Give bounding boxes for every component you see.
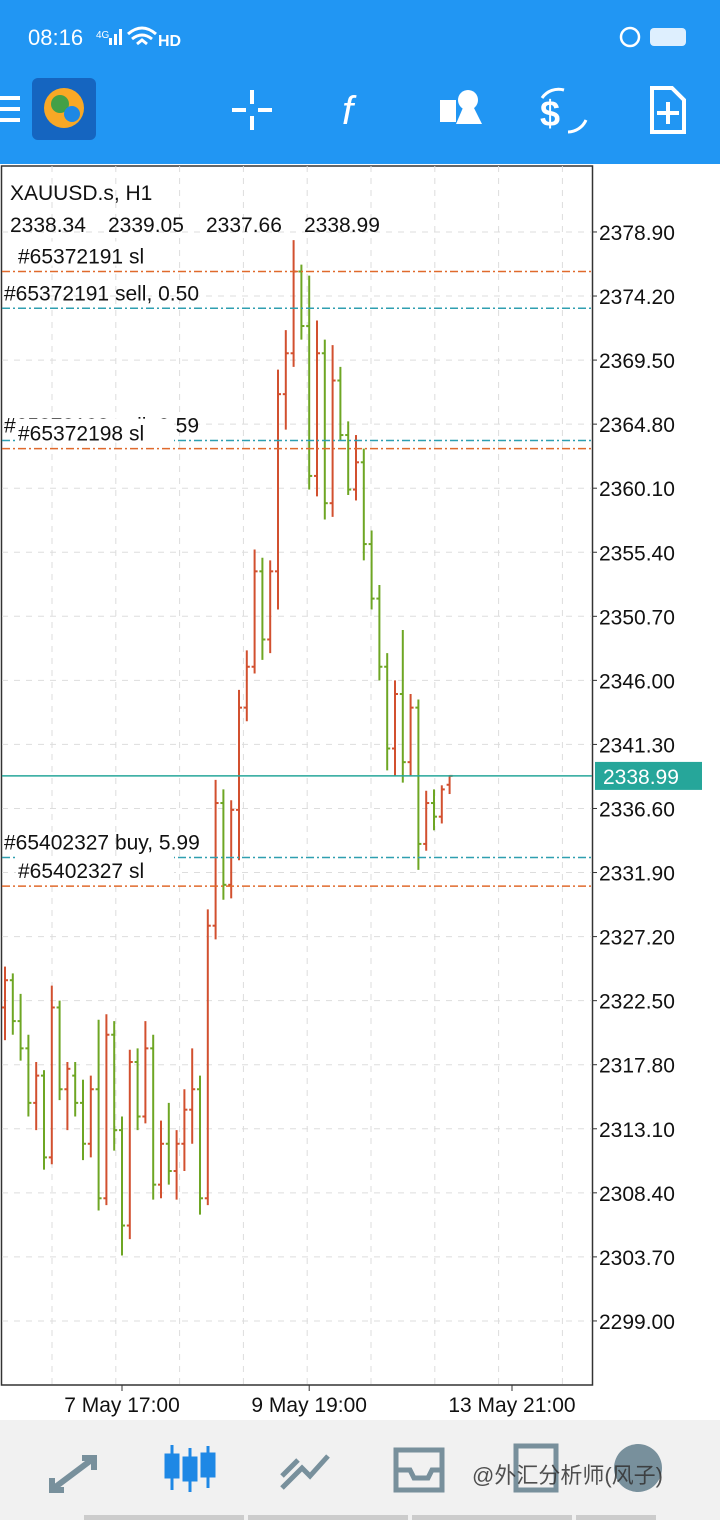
current-price-box xyxy=(595,761,702,790)
y-tick-label: 2317.80 xyxy=(599,1055,675,1078)
y-tick-label: 2336.60 xyxy=(599,798,675,821)
chart-title: XAUUSD.s, H1 xyxy=(10,182,152,205)
current-price-label: 2338.99 xyxy=(603,766,679,789)
x-tick-label: 9 May 19:00 xyxy=(251,1394,367,1417)
app-logo[interactable] xyxy=(32,78,96,140)
y-tick-label: 2360.10 xyxy=(599,478,675,501)
nav-trade[interactable] xyxy=(280,1454,330,1490)
objects-button[interactable] xyxy=(440,90,482,124)
order-label-bg xyxy=(16,856,174,881)
bottom-nav xyxy=(0,1420,720,1520)
ohlc-low: 2337.66 xyxy=(206,214,282,237)
x-tick-label: 13 May 21:00 xyxy=(448,1394,575,1417)
order-label: #65372191 sell, 0.50 xyxy=(4,282,199,305)
y-tick-label: 2369.50 xyxy=(599,350,675,373)
y-tick-label: 2378.90 xyxy=(599,222,675,245)
order-label: #65372191 sl xyxy=(18,245,144,268)
nav-indicator xyxy=(84,1515,656,1520)
y-tick-label: 2341.30 xyxy=(599,734,675,757)
crosshair-button[interactable] xyxy=(232,90,272,130)
y-tick-label: 2327.20 xyxy=(599,927,675,950)
status-network: 4G xyxy=(96,30,110,41)
y-tick-label: 2299.00 xyxy=(599,1311,675,1334)
y-tick-label: 2322.50 xyxy=(599,991,675,1014)
menu-button[interactable] xyxy=(0,96,20,122)
y-tick-label: 2303.70 xyxy=(599,1247,675,1270)
y-tick-label: 2350.70 xyxy=(599,606,675,629)
wifi-icon xyxy=(127,26,157,46)
status-hd: HD xyxy=(158,33,181,50)
nav-chart[interactable] xyxy=(164,1445,216,1492)
nav-messages[interactable] xyxy=(614,1444,662,1492)
nav-quotes[interactable] xyxy=(49,1455,97,1493)
ohlc-open: 2338.34 xyxy=(10,214,86,237)
new-order-button[interactable] xyxy=(650,86,686,134)
x-tick-label: 7 May 17:00 xyxy=(64,1394,180,1417)
trade-button[interactable]: $ xyxy=(540,93,560,134)
order-lines: #65372191 sl #65372191 sell, 0.50 #6537219… xyxy=(2,241,592,887)
trade-arrows xyxy=(540,87,588,134)
y-tick-label: 2331.90 xyxy=(599,863,675,886)
lock-icon xyxy=(619,26,641,48)
battery-icon xyxy=(650,28,686,46)
y-tick-label: 2364.80 xyxy=(599,414,675,437)
status-time: 08:16 xyxy=(28,25,83,50)
y-tick-label: 2308.40 xyxy=(599,1183,675,1206)
order-label-bg xyxy=(16,418,174,443)
y-tick-label: 2355.40 xyxy=(599,542,675,565)
ohlc-high: 2339.05 xyxy=(108,214,184,237)
ohlc-header: 2338.34 2339.05 2337.66 2338.99 xyxy=(10,214,380,237)
order-label-bg xyxy=(16,241,174,266)
order-label: #65372198 sl xyxy=(18,423,144,446)
app-header xyxy=(0,0,720,164)
order-label: #65402327 buy, 5.99 xyxy=(4,832,200,855)
y-tick-label: 2313.10 xyxy=(599,1119,675,1142)
nav-news[interactable] xyxy=(513,1443,559,1493)
y-tick-label: 2374.20 xyxy=(599,286,675,309)
watermark: @外汇分析师(风子) xyxy=(472,1463,663,1488)
y-tick-label: 2346.00 xyxy=(599,670,675,693)
signal-icon xyxy=(109,29,122,45)
ohlc-close: 2338.99 xyxy=(304,214,380,237)
nav-history[interactable] xyxy=(393,1447,445,1493)
bars xyxy=(2,240,453,1256)
order-label: #65402327 sl xyxy=(18,860,144,883)
